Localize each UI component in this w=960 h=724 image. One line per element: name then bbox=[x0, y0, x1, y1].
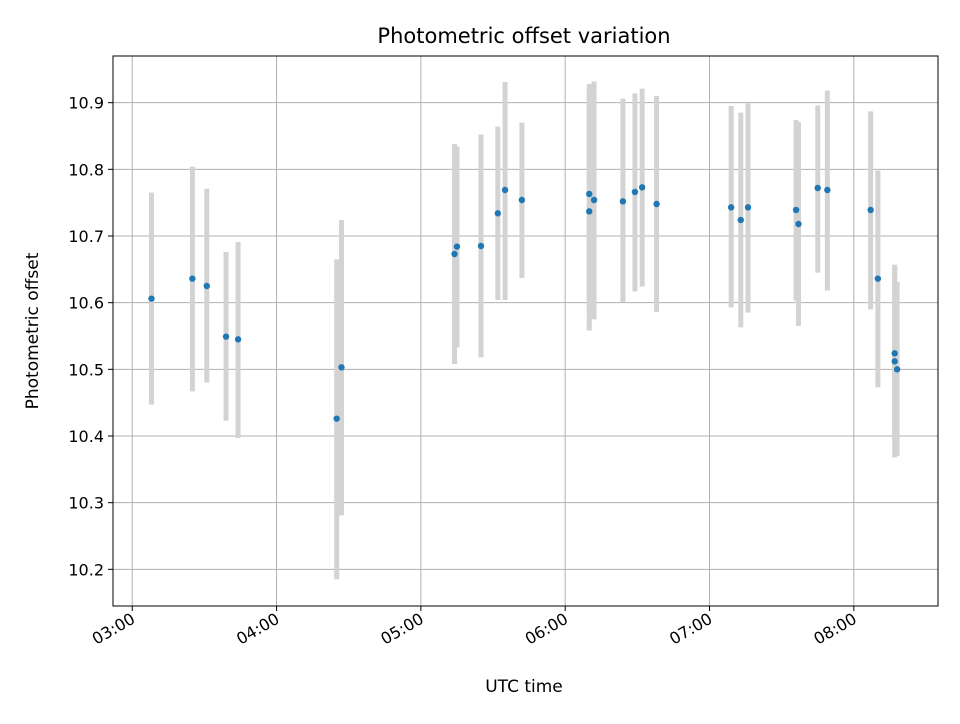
data-point bbox=[744, 204, 752, 211]
data-point bbox=[619, 198, 627, 205]
data-point bbox=[874, 275, 882, 282]
data-point bbox=[477, 242, 485, 250]
data-point bbox=[814, 184, 821, 192]
data-point bbox=[494, 210, 502, 217]
data-point bbox=[203, 282, 211, 290]
y-tick-label: 10.4 bbox=[68, 427, 104, 446]
data-point bbox=[148, 295, 155, 302]
data-point bbox=[653, 200, 660, 208]
data-point bbox=[727, 204, 735, 211]
data-point bbox=[586, 208, 593, 215]
plot-frame bbox=[112, 55, 939, 607]
data-point bbox=[234, 336, 242, 343]
data-point bbox=[795, 220, 802, 228]
data-point bbox=[222, 333, 230, 340]
y-tick-label: 10.6 bbox=[68, 294, 104, 313]
y-tick-label: 10.2 bbox=[68, 560, 104, 579]
data-point bbox=[867, 206, 874, 214]
data-point bbox=[792, 206, 800, 214]
data-point bbox=[590, 196, 598, 204]
data-point bbox=[891, 350, 898, 357]
grid-lines bbox=[113, 56, 938, 606]
data-point bbox=[189, 275, 196, 282]
data-point bbox=[824, 186, 831, 194]
data-point bbox=[631, 188, 639, 196]
y-axis-label: Photometric offset bbox=[23, 252, 43, 409]
data-point bbox=[453, 243, 461, 250]
data-point bbox=[451, 250, 458, 258]
data-points bbox=[148, 184, 901, 422]
data-point bbox=[333, 415, 340, 422]
data-point bbox=[893, 366, 901, 373]
data-point bbox=[586, 190, 593, 198]
data-point bbox=[638, 184, 646, 191]
data-point bbox=[501, 186, 509, 194]
y-axis-ticks: 10.2 10.3 10.4 10.5 10.6 10.7 10.8 10.9 bbox=[68, 94, 113, 579]
x-axis-label: UTC time bbox=[485, 677, 563, 697]
y-tick-label: 10.7 bbox=[68, 227, 104, 246]
y-tick-label: 10.8 bbox=[68, 160, 104, 179]
data-point bbox=[891, 358, 898, 365]
data-point bbox=[518, 196, 526, 204]
data-point bbox=[737, 216, 744, 224]
chart-title: Photometric offset variation bbox=[377, 24, 670, 48]
y-tick-label: 10.9 bbox=[68, 94, 104, 113]
data-point bbox=[338, 364, 345, 371]
y-tick-label: 10.5 bbox=[68, 360, 104, 379]
y-tick-label: 10.3 bbox=[68, 494, 104, 513]
